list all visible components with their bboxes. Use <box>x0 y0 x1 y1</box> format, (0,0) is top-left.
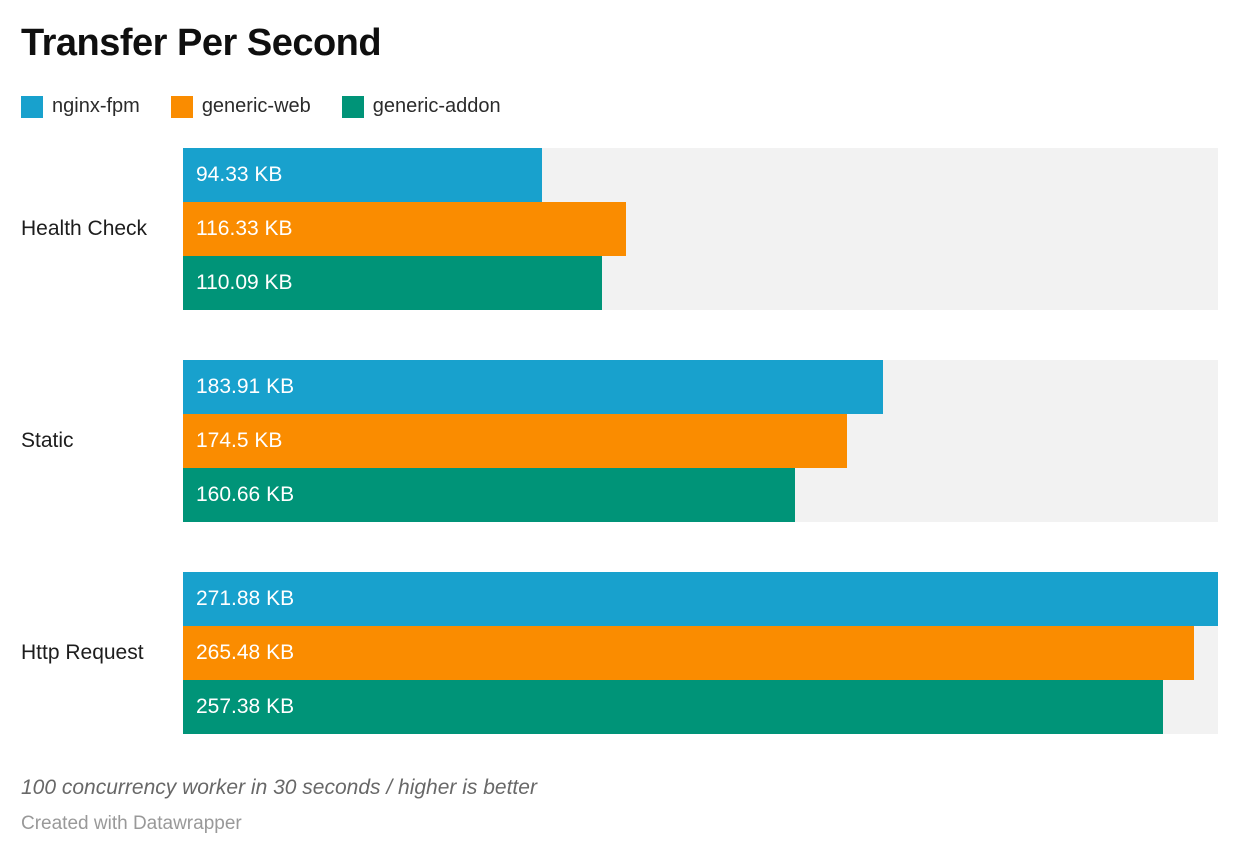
category-label: Health Check <box>21 217 148 241</box>
bar-generic-addon: 110.09 KB <box>183 256 603 311</box>
legend-label: generic-addon <box>372 95 501 118</box>
bar-group-bars: 183.91 KB 174.5 KB 160.66 KB <box>183 360 1218 523</box>
legend-item-generic-addon: generic-addon <box>341 95 501 118</box>
chart-title: Transfer Per Second <box>21 22 382 64</box>
bar-generic-web: 116.33 KB <box>183 202 626 257</box>
legend-swatch-generic-addon <box>341 95 364 118</box>
bar-generic-addon: 257.38 KB <box>183 680 1163 735</box>
bar-generic-addon: 160.66 KB <box>183 468 795 523</box>
category-label: Static <box>21 429 74 453</box>
bar-chart: Health Check 94.33 KB 116.33 KB 110.09 KB St… <box>0 148 1240 735</box>
bar-value-label: 110.09 KB <box>196 271 293 295</box>
datawrapper-attribution-link[interactable]: Created with Datawrapper <box>21 813 242 835</box>
bar-group-http-request: Http Request 271.88 KB 265.48 KB 257.38 KB <box>0 572 1240 735</box>
legend-label: generic-web <box>201 95 311 118</box>
bar-nginx-fpm: 271.88 KB <box>183 572 1218 627</box>
bar-group-health-check: Health Check 94.33 KB 116.33 KB 110.09 KB <box>0 148 1240 311</box>
bar-generic-web: 174.5 KB <box>183 414 848 469</box>
bar-track: 174.5 KB <box>183 414 1218 469</box>
chart-page: Transfer Per Second nginx-fpm generic-we… <box>0 22 1240 860</box>
bar-track: 116.33 KB <box>183 202 1218 257</box>
bar-value-label: 116.33 KB <box>196 217 293 241</box>
legend-label: nginx-fpm <box>52 95 140 118</box>
bar-value-label: 265.48 KB <box>196 641 295 665</box>
legend-swatch-generic-web <box>170 95 193 118</box>
bar-value-label: 257.38 KB <box>196 695 295 719</box>
bar-track: 265.48 KB <box>183 626 1218 681</box>
bar-group-bars: 271.88 KB 265.48 KB 257.38 KB <box>183 572 1218 735</box>
bar-track: 183.91 KB <box>183 360 1218 415</box>
legend-swatch-nginx-fpm <box>21 95 43 118</box>
legend-item-generic-web: generic-web <box>170 95 311 118</box>
chart-note: 100 concurrency worker in 30 seconds / h… <box>21 776 537 800</box>
bar-group-static: Static 183.91 KB 174.5 KB 160.66 KB <box>0 360 1240 523</box>
bar-generic-web: 265.48 KB <box>183 626 1194 681</box>
chart-footer: 100 concurrency worker in 30 seconds / h… <box>21 776 1240 835</box>
bar-group-bars: 94.33 KB 116.33 KB 110.09 KB <box>183 148 1218 311</box>
legend: nginx-fpm generic-web generic-addon <box>21 95 1240 118</box>
category-label: Http Request <box>21 641 144 665</box>
bar-track: 257.38 KB <box>183 680 1218 735</box>
bar-value-label: 183.91 KB <box>196 375 295 399</box>
bar-track: 94.33 KB <box>183 148 1218 203</box>
bar-track: 160.66 KB <box>183 468 1218 523</box>
bar-value-label: 94.33 KB <box>196 163 283 187</box>
bar-track: 110.09 KB <box>183 256 1218 311</box>
bar-track: 271.88 KB <box>183 572 1218 627</box>
bar-value-label: 174.5 KB <box>196 429 283 453</box>
legend-item-nginx-fpm: nginx-fpm <box>21 95 140 118</box>
bar-value-label: 271.88 KB <box>196 587 295 611</box>
bar-value-label: 160.66 KB <box>196 483 295 507</box>
bar-nginx-fpm: 94.33 KB <box>183 148 543 203</box>
bar-nginx-fpm: 183.91 KB <box>183 360 884 415</box>
